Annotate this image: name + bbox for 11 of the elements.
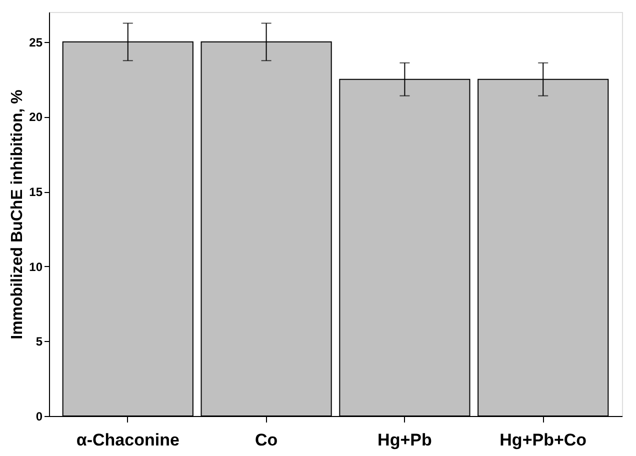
x-tick-label: Hg+Pb+Co <box>500 430 587 450</box>
y-tick-label: 20 <box>29 110 43 124</box>
y-axis-title: Immobilized BuChE inhibition, % <box>9 90 26 340</box>
y-tick-label: 25 <box>29 35 43 50</box>
y-tick-label: 15 <box>29 185 43 200</box>
x-tick-label: Hg+Pb <box>378 430 432 450</box>
y-tick-label: 10 <box>29 260 43 274</box>
y-tick-label: 0 <box>36 410 43 424</box>
y-tick-label: 5 <box>36 334 43 349</box>
x-tick-label: Co <box>254 430 278 450</box>
x-tick-label: α-Chaconine <box>76 430 180 450</box>
